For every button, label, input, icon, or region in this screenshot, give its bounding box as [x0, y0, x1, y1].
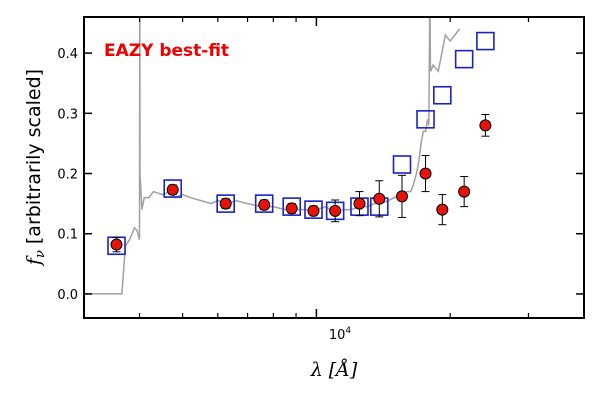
- observed-point: [307, 204, 320, 217]
- y-tick-label: 0.3: [57, 107, 78, 122]
- x-tick-label-1e4: 104: [329, 326, 352, 343]
- x-tick-base: 10: [329, 328, 346, 343]
- observed-point: [219, 197, 232, 210]
- model-box: [433, 85, 452, 105]
- observed-point: [329, 204, 342, 217]
- plot-frame: [83, 16, 585, 319]
- x-tick-exponent: 4: [345, 326, 351, 336]
- observed-point: [353, 197, 366, 210]
- model-box: [476, 31, 495, 51]
- model-box: [282, 197, 302, 216]
- x-axis-label: λ [Å]: [310, 359, 358, 381]
- observed-point: [419, 167, 432, 180]
- annotation-label: EAZY best-fit: [104, 41, 229, 61]
- model-box: [254, 194, 274, 213]
- observed-point: [458, 185, 471, 198]
- y-tick-label: 0.1: [57, 228, 78, 243]
- x-axis-unit: [Å]: [329, 359, 358, 381]
- observed-layer: [110, 114, 492, 253]
- observed-point: [373, 192, 386, 205]
- y-axis-label: fν [arbitrarily scaled]: [23, 69, 48, 267]
- y-tick-label: 0.2: [57, 168, 78, 183]
- y-axis-text: [arbitrarily scaled]: [23, 69, 45, 250]
- y-tick-label: 0.4: [57, 47, 78, 62]
- ticks-layer: 0.0 0.1 0.2 0.3 0.4: [57, 17, 584, 318]
- y-tick-label: 0.0: [57, 288, 78, 303]
- model-box: [416, 110, 435, 129]
- model-box: [454, 49, 474, 69]
- observed-point: [258, 198, 271, 211]
- y-axis-symbol: f: [23, 255, 45, 267]
- observed-point: [479, 119, 492, 132]
- model-box: [392, 155, 412, 174]
- observed-point: [436, 203, 449, 216]
- y-axis-subscript: ν: [33, 250, 48, 258]
- model-box: [304, 200, 323, 219]
- observed-point: [285, 202, 298, 215]
- observed-point: [166, 183, 179, 196]
- observed-point: [110, 238, 123, 251]
- model-box: [216, 194, 235, 213]
- observed-point: [395, 190, 408, 203]
- model-box: [163, 179, 183, 198]
- x-axis-symbol: λ: [310, 359, 323, 381]
